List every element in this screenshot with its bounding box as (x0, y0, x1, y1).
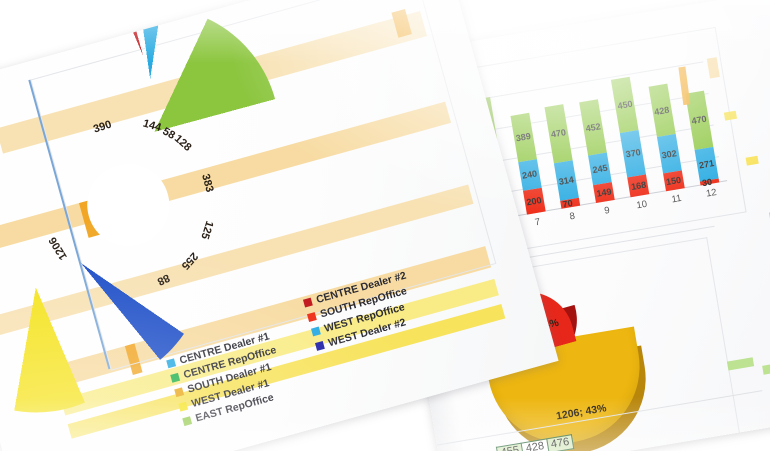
bar-segment: 370 (620, 129, 647, 178)
bar-segment: 302 (656, 134, 682, 174)
bar-segment-label: 389 (515, 131, 532, 144)
bar-column: 470 314 70 (544, 103, 581, 210)
bar-segment: 470 (544, 103, 573, 164)
bar-column: 428 302 150 (648, 83, 685, 192)
bar-x-tick-label: 12 (705, 187, 718, 200)
bar-segment: 428 (648, 83, 676, 138)
bar-segment-label: 470 (550, 127, 567, 140)
bar-segment-label: 240 (521, 168, 538, 182)
bar-x-tick-label: 8 (568, 210, 576, 223)
bar-x-tick-label: 9 (603, 204, 611, 217)
legend-swatch-icon (178, 401, 188, 412)
bar-column: 452 245 149 (579, 98, 615, 203)
bar-segment-label: 70 (561, 197, 574, 210)
bar-column: 450 370 168 (611, 76, 650, 198)
bar-segment: 314 (553, 159, 579, 201)
highlight-band (745, 155, 759, 166)
bar-segment-label: 470 (690, 113, 708, 127)
bar-x-tick-label: 11 (670, 192, 683, 206)
bar-segment: 240 (517, 159, 542, 191)
front-paper-sheet: 390 144 58 128 383 125 255 88 1206 CENTRE Dealer… (0, 0, 559, 451)
bar-segment-label: 168 (630, 179, 647, 192)
bar-segment: 150 (662, 170, 685, 192)
bar-segment: 450 (611, 76, 639, 134)
bar-segment-label: 370 (624, 147, 642, 160)
bar-segment: 149 (593, 182, 615, 203)
bar-segment-label: 302 (660, 147, 678, 161)
highlight-band (726, 357, 755, 371)
bar-segment: 452 (579, 98, 608, 157)
legend-swatch-icon (182, 415, 192, 426)
highlight-band (723, 110, 738, 121)
bar-segment-label: 452 (584, 121, 602, 134)
legend-swatch-icon (170, 372, 180, 383)
bar-segment-label: 150 (665, 174, 682, 188)
legend-swatch-icon (302, 297, 313, 308)
bar-segment: 30 (699, 176, 720, 189)
front-sheet-content: 390 144 58 128 383 125 255 88 1206 CENTRE Dealer… (0, 0, 506, 451)
bar-segment: 200 (522, 187, 546, 215)
bar-column: 470 271 30 (685, 90, 720, 189)
bar-segment-label: 314 (557, 174, 575, 187)
bar-segment-label: 30 (701, 176, 713, 189)
bar-segment-label: 200 (525, 194, 543, 208)
legend-swatch-icon (310, 326, 321, 336)
bar-segment-label: 271 (698, 158, 715, 171)
legend-swatch-icon (166, 357, 176, 368)
legend-swatch-icon (306, 311, 317, 322)
bar-segment: 70 (559, 197, 581, 210)
bar-segment: 389 (510, 112, 537, 163)
bar-segment-label: 450 (616, 98, 634, 111)
bar-segment-label: 149 (595, 186, 613, 199)
legend-swatch-icon (174, 386, 184, 397)
bar-segment: 245 (588, 152, 612, 186)
cell: 476 (546, 434, 574, 451)
legend-swatch-icon (314, 340, 325, 351)
bar-x-tick-label: 7 (534, 216, 542, 229)
bar-column: 389 240 200 (510, 112, 546, 215)
highlight-band (762, 361, 770, 375)
bar-segment-label: 245 (591, 162, 609, 176)
bar-segment: 168 (627, 174, 650, 198)
bar-segment-label: 428 (653, 104, 670, 117)
bar-x-tick-label: 10 (635, 198, 648, 212)
